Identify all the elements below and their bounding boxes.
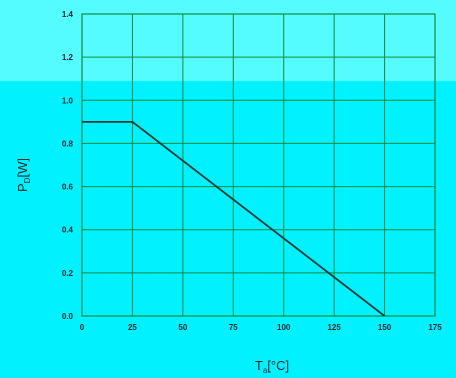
y-tick-label: 1.2	[62, 53, 74, 62]
x-tick-label: 150	[378, 323, 392, 332]
y-tick-label: 0.4	[62, 226, 74, 235]
grid-vertical	[81, 14, 436, 316]
y-axis-title: PD[W]	[15, 158, 32, 192]
power-dissipation-line	[82, 120, 386, 317]
x-axis-main: T	[255, 358, 263, 373]
y-tick-label: 0.0	[62, 312, 74, 321]
x-tick-label: 0	[80, 323, 85, 332]
y-axis-main: P	[15, 183, 30, 192]
y-axis-unit: [W]	[15, 158, 30, 178]
grid-horizontal	[82, 13, 435, 317]
y-tick-label: 0.6	[62, 183, 74, 192]
y-tick-label: 0.8	[62, 139, 74, 148]
x-axis-unit: [°C]	[267, 358, 289, 373]
x-tick-label: 25	[128, 323, 137, 332]
x-tick-label: 100	[277, 323, 291, 332]
y-tick-label: 0.2	[62, 269, 74, 278]
plot-frame	[81, 13, 436, 317]
x-tick-label: 175	[428, 323, 442, 332]
x-tick-label: 75	[229, 323, 238, 332]
series-group	[82, 120, 386, 317]
y-tick-label: 1.0	[62, 96, 74, 105]
x-tick-labels: 0 25 50 75 100 125 150 175	[80, 323, 442, 332]
x-tick-label: 125	[327, 323, 341, 332]
y-tick-labels: 0.0 0.2 0.4 0.6 0.8 1.0 1.2 1.4	[62, 10, 74, 321]
y-axis-sub: D	[23, 177, 32, 183]
x-axis-title: Ta[°C]	[255, 358, 289, 375]
x-tick-label: 50	[178, 323, 187, 332]
x-axis-sub: a	[263, 366, 268, 375]
y-tick-label: 1.4	[62, 10, 74, 19]
